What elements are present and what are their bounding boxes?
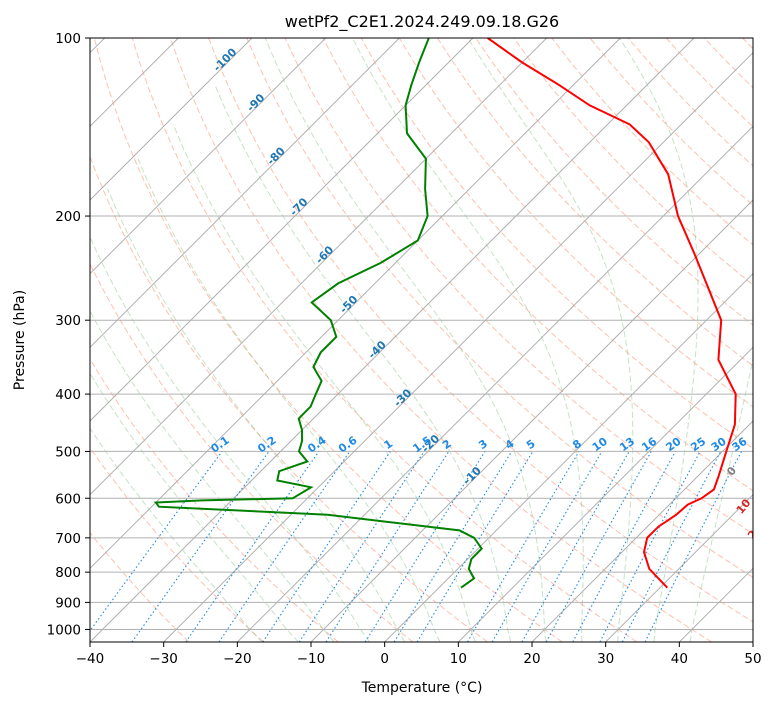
x-tick-label: −30	[149, 651, 178, 667]
dry-adiabat-line	[93, 38, 563, 642]
mixing-ratio-line	[545, 451, 652, 642]
mixing-ratio-line	[521, 451, 630, 642]
dry-adiabat-line	[436, 38, 753, 367]
dry-adiabat-line	[246, 38, 753, 578]
x-axis: −40 −30 −20 −10 0 10 20 30 40 50	[76, 642, 762, 667]
moist-adiabat-line	[107, 188, 406, 642]
x-tick-label: 0	[380, 651, 389, 667]
moist-adiabat-line	[352, 38, 584, 642]
isotherm-line	[90, 38, 548, 496]
dry-adiabat-line	[170, 38, 712, 642]
y-tick-label: 200	[55, 209, 81, 225]
x-tick-label: 20	[523, 651, 540, 667]
wet-adiabat-label: 20	[745, 522, 765, 542]
temperature-line	[487, 38, 737, 589]
y-tick-label: 600	[55, 491, 81, 507]
y-tick-label: 700	[55, 531, 81, 547]
dry-adiabat-line	[131, 38, 638, 642]
profile-lines	[153, 38, 737, 589]
mixing-ratio-line	[131, 451, 270, 642]
isotherm-line	[457, 346, 753, 642]
y-tick-label: 300	[55, 313, 81, 329]
mixing-ratio-line	[262, 451, 391, 642]
moist-adiabat-line	[689, 356, 753, 642]
isotherm-line	[90, 38, 474, 422]
y-tick-label: 900	[55, 595, 81, 611]
dry-adiabat-line	[90, 358, 339, 642]
moist-adiabat-line	[467, 38, 634, 642]
y-tick-label: 100	[55, 31, 81, 47]
mixing-ratio-line	[621, 451, 722, 642]
x-tick-label: 50	[744, 651, 761, 667]
isotherm-line	[90, 38, 695, 642]
isotherm-line	[384, 272, 753, 642]
plot-area: -100-90-80-70-60-50-40-30-20-100.1 0.2 0.4…	[90, 38, 765, 642]
dewpoint-line	[153, 38, 483, 589]
isotherm-line	[90, 38, 253, 201]
mixing-ratio-line	[218, 451, 351, 642]
moist-adiabat-line	[619, 38, 699, 642]
mixing-ratio-line	[644, 451, 742, 642]
dry-adiabat-line	[284, 38, 753, 535]
chart-title: wetPf2_C2E1.2024.249.09.18.G26	[285, 12, 559, 32]
isotherm-line	[605, 493, 753, 642]
x-tick-label: −20	[223, 651, 252, 667]
y-tick-label: 400	[55, 387, 81, 403]
y-tick-label: 1000	[47, 622, 81, 638]
moist-adiabat-line	[90, 235, 371, 642]
isotherm-line	[90, 38, 621, 570]
y-axis-label: Pressure (hPa)	[12, 290, 28, 390]
isotherm-line	[90, 38, 400, 349]
x-tick-label: −10	[297, 651, 326, 667]
dry-adiabat-line	[90, 446, 264, 642]
x-tick-label: −40	[76, 651, 105, 667]
dry-adiabat-line	[90, 531, 190, 642]
y-tick-label: 800	[55, 565, 81, 581]
moist-adiabat-line	[90, 427, 263, 642]
mixing-ratio-line	[325, 451, 450, 642]
x-tick-label: 30	[597, 651, 614, 667]
x-tick-label: 10	[450, 651, 467, 667]
dry-adiabat-line	[360, 38, 753, 450]
mixing-ratio-line	[185, 451, 320, 642]
mixing-ratio-line	[298, 451, 425, 642]
mixing-ratio-line	[393, 451, 513, 642]
y-tick-label: 500	[55, 444, 81, 460]
isotherm-line	[310, 199, 753, 642]
isotherm-line	[236, 125, 753, 642]
y-axis: 100 200 300 400 500 600 700 800 900 1000	[47, 31, 90, 638]
dry-adiabat-line	[208, 38, 753, 623]
isotherm-line	[163, 51, 753, 642]
x-tick-label: 40	[671, 651, 688, 667]
dry-adiabat-line	[398, 38, 753, 408]
mixing-ratio-line	[572, 451, 676, 642]
isotherm-line	[531, 420, 753, 642]
dry-adiabat-line	[513, 38, 753, 286]
x-axis-label: Temperature (°C)	[361, 680, 483, 696]
plot-frame	[89, 37, 754, 643]
moist-adiabat-line	[90, 310, 335, 642]
moist-adiabat-line	[264, 38, 547, 642]
mixing-ratio-line	[90, 451, 223, 632]
isotherm-line	[90, 38, 327, 275]
moist-adiabat-line	[137, 158, 441, 642]
mixing-ratio-line	[416, 451, 534, 642]
